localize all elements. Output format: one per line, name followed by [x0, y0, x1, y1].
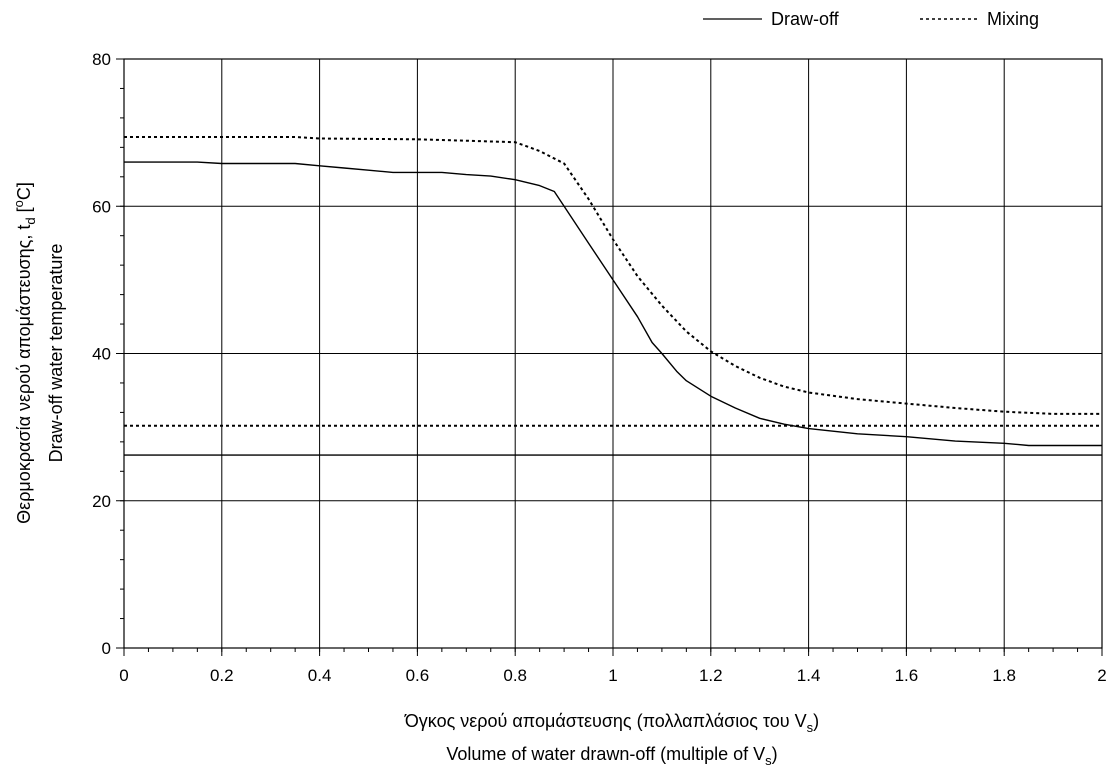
- x-axis-title-english: Volume of water drawn-off (multiple of V…: [446, 744, 777, 768]
- x-tick-label: 1.6: [895, 666, 919, 685]
- legend: Draw-off Mixing: [703, 9, 1039, 29]
- y-axis-title-greek-sub: d: [23, 217, 38, 224]
- x-tick-label: 0.2: [210, 666, 234, 685]
- legend-label-draw-off: Draw-off: [771, 9, 840, 29]
- x-tick-label: 1.8: [992, 666, 1016, 685]
- x-tick-label: 0.4: [308, 666, 332, 685]
- x-axis-title-english-tail: ): [772, 744, 778, 764]
- series-lines: [124, 136, 1102, 456]
- y-tick-label: 40: [92, 345, 111, 364]
- x-tick-label: 1.4: [797, 666, 821, 685]
- x-axis-title-english-sub: s: [765, 753, 772, 768]
- x-tick-label: 0.6: [406, 666, 430, 685]
- y-tick-label: 20: [92, 492, 111, 511]
- legend-label-mixing: Mixing: [987, 9, 1039, 29]
- x-tick-label: 2: [1097, 666, 1106, 685]
- x-axis-ticks: 0 0.2 0.4 0.6 0.8 1 1.2 1.4 1.6 1.8 2: [119, 648, 1107, 685]
- x-tick-label: 0: [119, 666, 128, 685]
- x-axis-title-english-main: Volume of water drawn-off (multiple of V: [446, 744, 765, 764]
- x-axis-title-greek-main: Όγκος νερού απομάστευσης (πολλαπλάσιος τ…: [404, 711, 807, 731]
- y-tick-label: 0: [102, 639, 111, 658]
- grid-lines: [124, 59, 1102, 648]
- y-axis-title-greek-end: C]: [14, 182, 34, 200]
- x-axis-title-greek: Όγκος νερού απομάστευσης (πολλαπλάσιος τ…: [404, 711, 819, 735]
- y-axis-title-greek-tail: [: [14, 207, 34, 217]
- y-axis-title-greek-sup: o: [11, 200, 26, 207]
- x-tick-label: 1: [608, 666, 617, 685]
- series-line-draw-off-0: [124, 161, 1102, 447]
- x-axis-title-greek-tail: ): [813, 711, 819, 731]
- y-tick-label: 80: [92, 50, 111, 69]
- x-tick-label: 1.2: [699, 666, 723, 685]
- y-axis-title-greek-main: Θερμοκρασία νερού απομάστευσης, t: [14, 225, 34, 524]
- y-axis-title-english: Draw-off water temperature: [46, 244, 66, 463]
- x-axis-title-greek-sub: s: [807, 720, 814, 735]
- y-axis-title-greek: Θερμοκρασία νερού απομάστευσης, td [oC]: [11, 182, 38, 524]
- x-tick-label: 0.8: [503, 666, 527, 685]
- series-line-mixing-1: [124, 136, 1102, 415]
- y-axis-ticks: 0 20 40 60 80: [92, 50, 124, 658]
- y-tick-label: 60: [92, 197, 111, 216]
